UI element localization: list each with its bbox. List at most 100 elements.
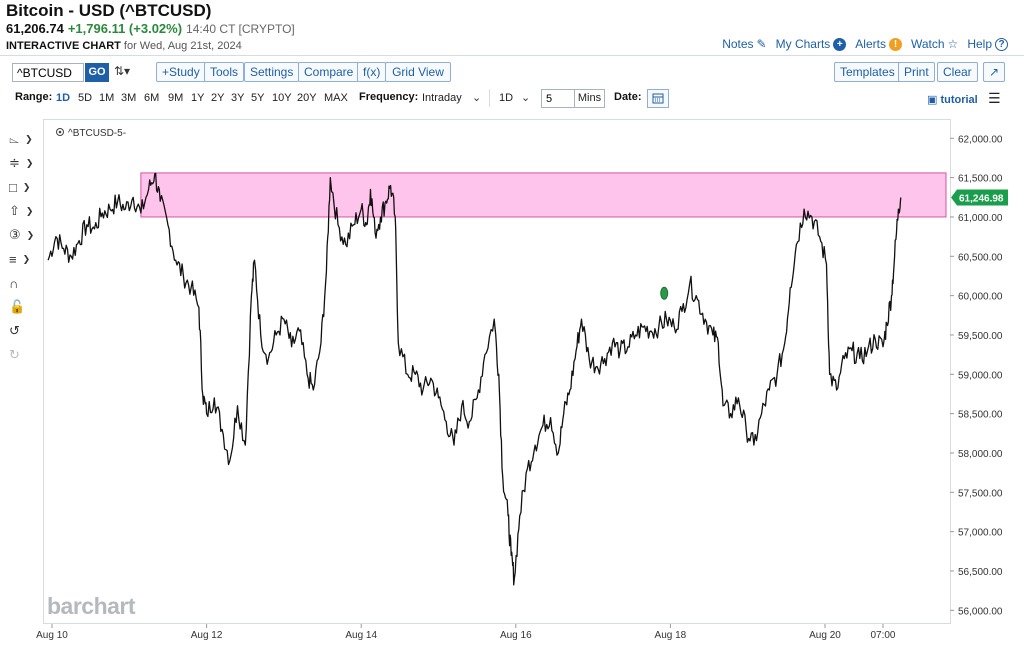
trendline-icon: ≑	[9, 155, 20, 170]
range-option-5y[interactable]: 5Y	[251, 92, 265, 104]
fx-button[interactable]: f(x)	[357, 62, 387, 82]
divider	[489, 89, 490, 107]
chevron-right-icon: ❯	[25, 157, 34, 168]
calendar-icon	[652, 93, 664, 104]
range-option-3y[interactable]: 3Y	[231, 92, 245, 104]
chevron-right-icon: ❯	[26, 229, 35, 240]
settings-button[interactable]: Settings	[244, 62, 300, 82]
y-tick-label: 61,000.00	[958, 213, 1003, 224]
chevron-down-icon[interactable]: ⌄	[521, 92, 531, 104]
notes-link[interactable]: Notes ✎	[722, 37, 766, 51]
edit-icon: ✎	[756, 37, 767, 51]
series-label: ^BTCUSD-5-	[68, 128, 126, 139]
tutorial-link[interactable]: ▣ tutorial	[927, 93, 978, 106]
y-tick-label: 60,000.00	[958, 292, 1003, 303]
x-tick-label: Aug 10	[36, 630, 68, 641]
calendar-button[interactable]	[647, 89, 669, 108]
range-option-10y[interactable]: 10Y	[272, 92, 292, 104]
range-option-5d[interactable]: 5D	[78, 92, 93, 104]
chevron-down-icon[interactable]: ⌄	[472, 92, 482, 104]
rectangle-icon: □	[9, 179, 17, 195]
notes-label: Notes	[722, 37, 754, 51]
fibonacci-icon: ≡	[9, 251, 17, 267]
y-tick-label: 57,000.00	[958, 528, 1003, 539]
templates-button[interactable]: Templates	[834, 62, 901, 82]
print-button[interactable]: Print	[898, 62, 935, 82]
number-tool[interactable]: ③ ❯	[9, 226, 35, 244]
line-tool[interactable]: ≑ ❯	[9, 154, 35, 172]
range-option-max[interactable]: MAX	[324, 92, 348, 104]
visibility-icon[interactable]	[56, 128, 64, 136]
chart-date: for Wed, Aug 21st, 2024	[123, 40, 242, 52]
frequency-select[interactable]: Intraday	[422, 92, 462, 104]
period-select[interactable]: 1D	[499, 92, 514, 104]
chart-label: INTERACTIVE CHART	[6, 40, 121, 52]
help-link[interactable]: Help?	[967, 37, 1008, 51]
tools-button[interactable]: Tools	[204, 62, 245, 82]
symbol-options-icon[interactable]: ⇅▾	[114, 64, 131, 78]
go-button[interactable]: GO	[85, 63, 109, 82]
last-price: 61,206.74	[6, 21, 64, 36]
fib-tool[interactable]: ≡ ❯	[9, 250, 35, 268]
redo-tool[interactable]: ↻	[9, 346, 35, 364]
x-tick-label: Aug 16	[500, 630, 532, 641]
watch-link[interactable]: Watch ☆	[911, 37, 958, 51]
tutorial-label: tutorial	[940, 94, 978, 106]
price-line	[47, 172, 902, 586]
star-icon: ☆	[947, 37, 959, 51]
symbol-input[interactable]	[12, 63, 84, 82]
help-label: Help	[967, 37, 992, 51]
y-tick-label: 62,000.00	[958, 134, 1003, 145]
range-option-6m[interactable]: 6M	[144, 92, 160, 104]
y-tick-label: 57,500.00	[958, 488, 1003, 499]
y-tick-label: 58,000.00	[958, 449, 1003, 460]
chevron-right-icon: ❯	[22, 253, 31, 264]
undo-icon: ↺	[9, 323, 20, 338]
y-tick-label: 58,500.00	[958, 410, 1003, 421]
visibility-icon-dot	[58, 130, 62, 134]
chart-area[interactable]	[43, 119, 951, 624]
interval-input[interactable]	[541, 89, 575, 108]
interval-unit-select[interactable]: Mins	[575, 89, 605, 108]
my-charts-link[interactable]: My Charts +	[776, 37, 847, 51]
top-links: Notes ✎ My Charts + Alerts! Watch ☆ Help?	[722, 37, 1008, 51]
range-option-1m[interactable]: 1M	[99, 92, 115, 104]
arrow-tool[interactable]: ⇧ ❯	[9, 202, 35, 220]
range-option-2y[interactable]: 2Y	[211, 92, 225, 104]
cursor-icon: ⌳	[9, 131, 20, 146]
resistance-zone[interactable]	[140, 172, 947, 218]
frequency-label: Frequency:	[359, 91, 419, 103]
compare-button[interactable]: Compare	[298, 62, 360, 82]
expand-icon[interactable]: ↗	[983, 62, 1005, 82]
menu-icon[interactable]: ☰	[988, 90, 1001, 106]
chart-subtitle: INTERACTIVE CHART for Wed, Aug 21st, 2024	[6, 40, 242, 52]
x-tick-label: 07:00	[870, 630, 895, 641]
quote-line: 61,206.74 +1,796.11 (+3.02%) 14:40 CT [CRY…	[6, 21, 295, 36]
redo-icon: ↻	[9, 347, 20, 362]
shape-tool[interactable]: □ ❯	[9, 178, 35, 196]
clear-button[interactable]: Clear	[937, 62, 978, 82]
y-tick-label: 59,500.00	[958, 331, 1003, 342]
y-tick-label: 60,500.00	[958, 252, 1003, 263]
grid-view-button[interactable]: Grid View	[385, 62, 451, 82]
study-button[interactable]: +Study	[156, 62, 206, 82]
alert-icon: !	[888, 37, 902, 51]
range-option-1y[interactable]: 1Y	[191, 92, 205, 104]
magnet-tool[interactable]: ∩	[9, 274, 35, 292]
y-tick-label: 61,500.00	[958, 174, 1003, 185]
undo-tool[interactable]: ↺	[9, 322, 35, 340]
range-option-1d[interactable]: 1D	[56, 92, 71, 104]
alerts-link[interactable]: Alerts!	[855, 37, 902, 51]
crosshair-tool[interactable]: ⌳ ❯	[9, 130, 35, 148]
range-option-9m[interactable]: 9M	[168, 92, 184, 104]
header-divider	[0, 55, 1024, 56]
film-icon: ▣	[927, 94, 941, 106]
range-option-20y[interactable]: 20Y	[297, 92, 317, 104]
x-tick-label: Aug 12	[191, 630, 223, 641]
event-marker[interactable]	[660, 286, 669, 300]
range-option-3m[interactable]: 3M	[121, 92, 137, 104]
x-tick-label: Aug 14	[345, 630, 377, 641]
lock-tool[interactable]: 🔓	[9, 298, 35, 316]
quote-time: 14:40 CT [CRYPTO]	[186, 22, 295, 36]
